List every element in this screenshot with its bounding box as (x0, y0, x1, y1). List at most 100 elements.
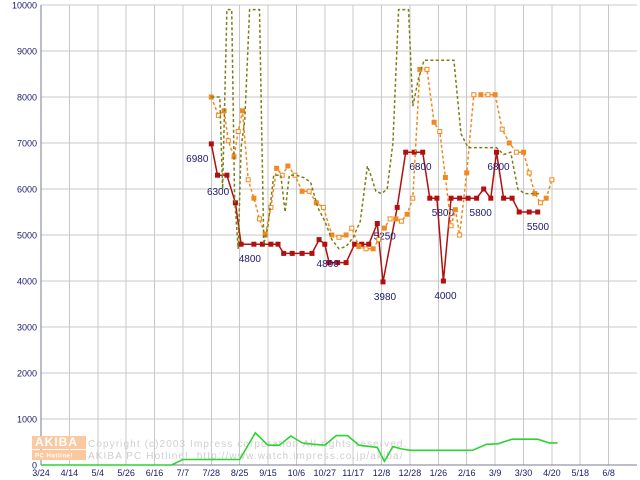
data-point-marker (488, 195, 494, 201)
data-point-marker (349, 225, 355, 231)
data-point-marker (274, 165, 280, 171)
data-point-marker (485, 92, 491, 98)
data-point-label: 5500 (527, 222, 550, 233)
data-point-marker (420, 149, 426, 155)
data-point-marker (403, 149, 409, 155)
data-point-marker (535, 209, 541, 215)
x-axis-tick-label: 2/16 (458, 468, 476, 478)
data-point-marker (215, 172, 220, 178)
x-axis-tick-label: 1/26 (430, 468, 448, 478)
x-axis-tick-label: 11/17 (342, 468, 364, 478)
watermark-logo-text: AKIBA (35, 435, 78, 449)
data-point-label: 6980 (186, 154, 209, 165)
data-point-marker (289, 250, 295, 256)
data-point-marker (398, 218, 404, 224)
x-axis-tick-label: 3/24 (32, 468, 50, 478)
y-axis-tick-label: 8000 (17, 93, 37, 103)
data-point-marker (363, 246, 369, 252)
y-axis-tick-label: 7000 (17, 139, 37, 149)
data-point-marker (448, 223, 454, 229)
data-point-marker (394, 204, 400, 210)
x-axis-tick-label: 7/7 (177, 468, 190, 478)
data-point-label: 4800 (317, 259, 340, 270)
data-point-marker (442, 175, 448, 180)
data-point-marker (238, 241, 244, 247)
data-point-marker (285, 163, 291, 169)
data-point-marker (549, 177, 555, 183)
data-point-marker (404, 211, 410, 217)
data-point-marker (275, 241, 281, 247)
data-point-marker (299, 250, 305, 256)
data-point-marker (411, 149, 417, 155)
y-axis-tick-label: 2000 (17, 369, 37, 379)
data-point-marker (235, 129, 241, 134)
data-point-marker (471, 92, 477, 98)
data-point-marker (427, 195, 433, 201)
x-axis-tick-label: 4/20 (543, 468, 561, 478)
y-axis-tick-label: 1000 (17, 415, 37, 425)
data-point-marker (526, 170, 532, 176)
watermark-logo-subtext: PC Hotline! (35, 454, 73, 460)
data-point-marker (240, 108, 245, 114)
data-point-marker (299, 188, 305, 194)
data-point-marker (538, 200, 543, 206)
data-point-marker (521, 149, 526, 155)
data-point-marker (506, 140, 512, 146)
watermark-copyright-line: Copyright (c)2003 Impress corporation Al… (88, 439, 407, 450)
x-axis-tick-label: 10/6 (288, 468, 306, 478)
data-point-marker (374, 221, 380, 226)
data-point-marker (492, 92, 498, 98)
x-axis-tick-label: 3/30 (515, 468, 533, 478)
x-axis-tick-label: 3/9 (489, 468, 502, 478)
data-point-label: 4000 (434, 291, 457, 302)
watermark-url-line: AKIBA PC Hotline! http://www.watch.impre… (88, 451, 404, 462)
data-point-marker (215, 112, 221, 118)
data-point-marker (279, 172, 285, 178)
data-point-marker (481, 186, 487, 192)
series-unit-count (41, 431, 558, 466)
x-axis-tick-label: 7/28 (203, 468, 221, 478)
data-point-label: 6300 (207, 187, 230, 198)
x-axis-tick-label: 6/8 (602, 468, 615, 478)
data-point-marker (326, 260, 332, 266)
y-axis-tick-label: 9000 (17, 47, 37, 57)
data-point-marker (465, 195, 471, 201)
x-axis-tick-label: 6/16 (146, 468, 164, 478)
y-axis-tick-label: 0 (32, 461, 37, 471)
data-point-label: 5800 (432, 208, 455, 219)
data-point-marker (259, 241, 265, 247)
data-point-marker (424, 66, 430, 72)
data-point-marker (452, 207, 458, 213)
x-axis-tick-label: 9/15 (259, 468, 277, 478)
data-point-label: 6800 (409, 162, 432, 173)
data-point-label: 4800 (239, 254, 262, 265)
data-point-label: 3980 (374, 292, 397, 303)
watermark-logo-sub-badge (32, 450, 86, 460)
series-average-price (208, 66, 555, 252)
data-point-marker (343, 260, 349, 266)
y-axis-tick-label: 3000 (17, 323, 37, 333)
data-point-marker (499, 126, 505, 132)
data-point-marker (352, 241, 358, 247)
data-point-marker (501, 195, 507, 201)
data-point-label: 6800 (487, 162, 510, 173)
data-point-marker (410, 195, 416, 201)
data-point-marker (257, 216, 262, 222)
x-axis-tick-label: 5/18 (571, 468, 589, 478)
data-point-marker (251, 241, 257, 247)
watermark-logo-badge (32, 436, 86, 449)
series-line-average-price (210, 68, 553, 250)
y-axis-tick-label: 10000 (12, 1, 37, 11)
x-axis-tick-label: 12/8 (373, 468, 391, 478)
data-point-marker (208, 141, 214, 147)
series-lowest-price (208, 141, 541, 285)
data-point-marker (366, 241, 372, 247)
data-point-marker (478, 92, 484, 98)
data-point-marker (251, 195, 257, 201)
data-point-marker (316, 237, 322, 243)
y-axis-tick-label: 5000 (17, 231, 37, 241)
data-point-label: 5800 (470, 208, 493, 219)
data-point-marker (335, 260, 341, 266)
data-point-marker (336, 234, 342, 240)
